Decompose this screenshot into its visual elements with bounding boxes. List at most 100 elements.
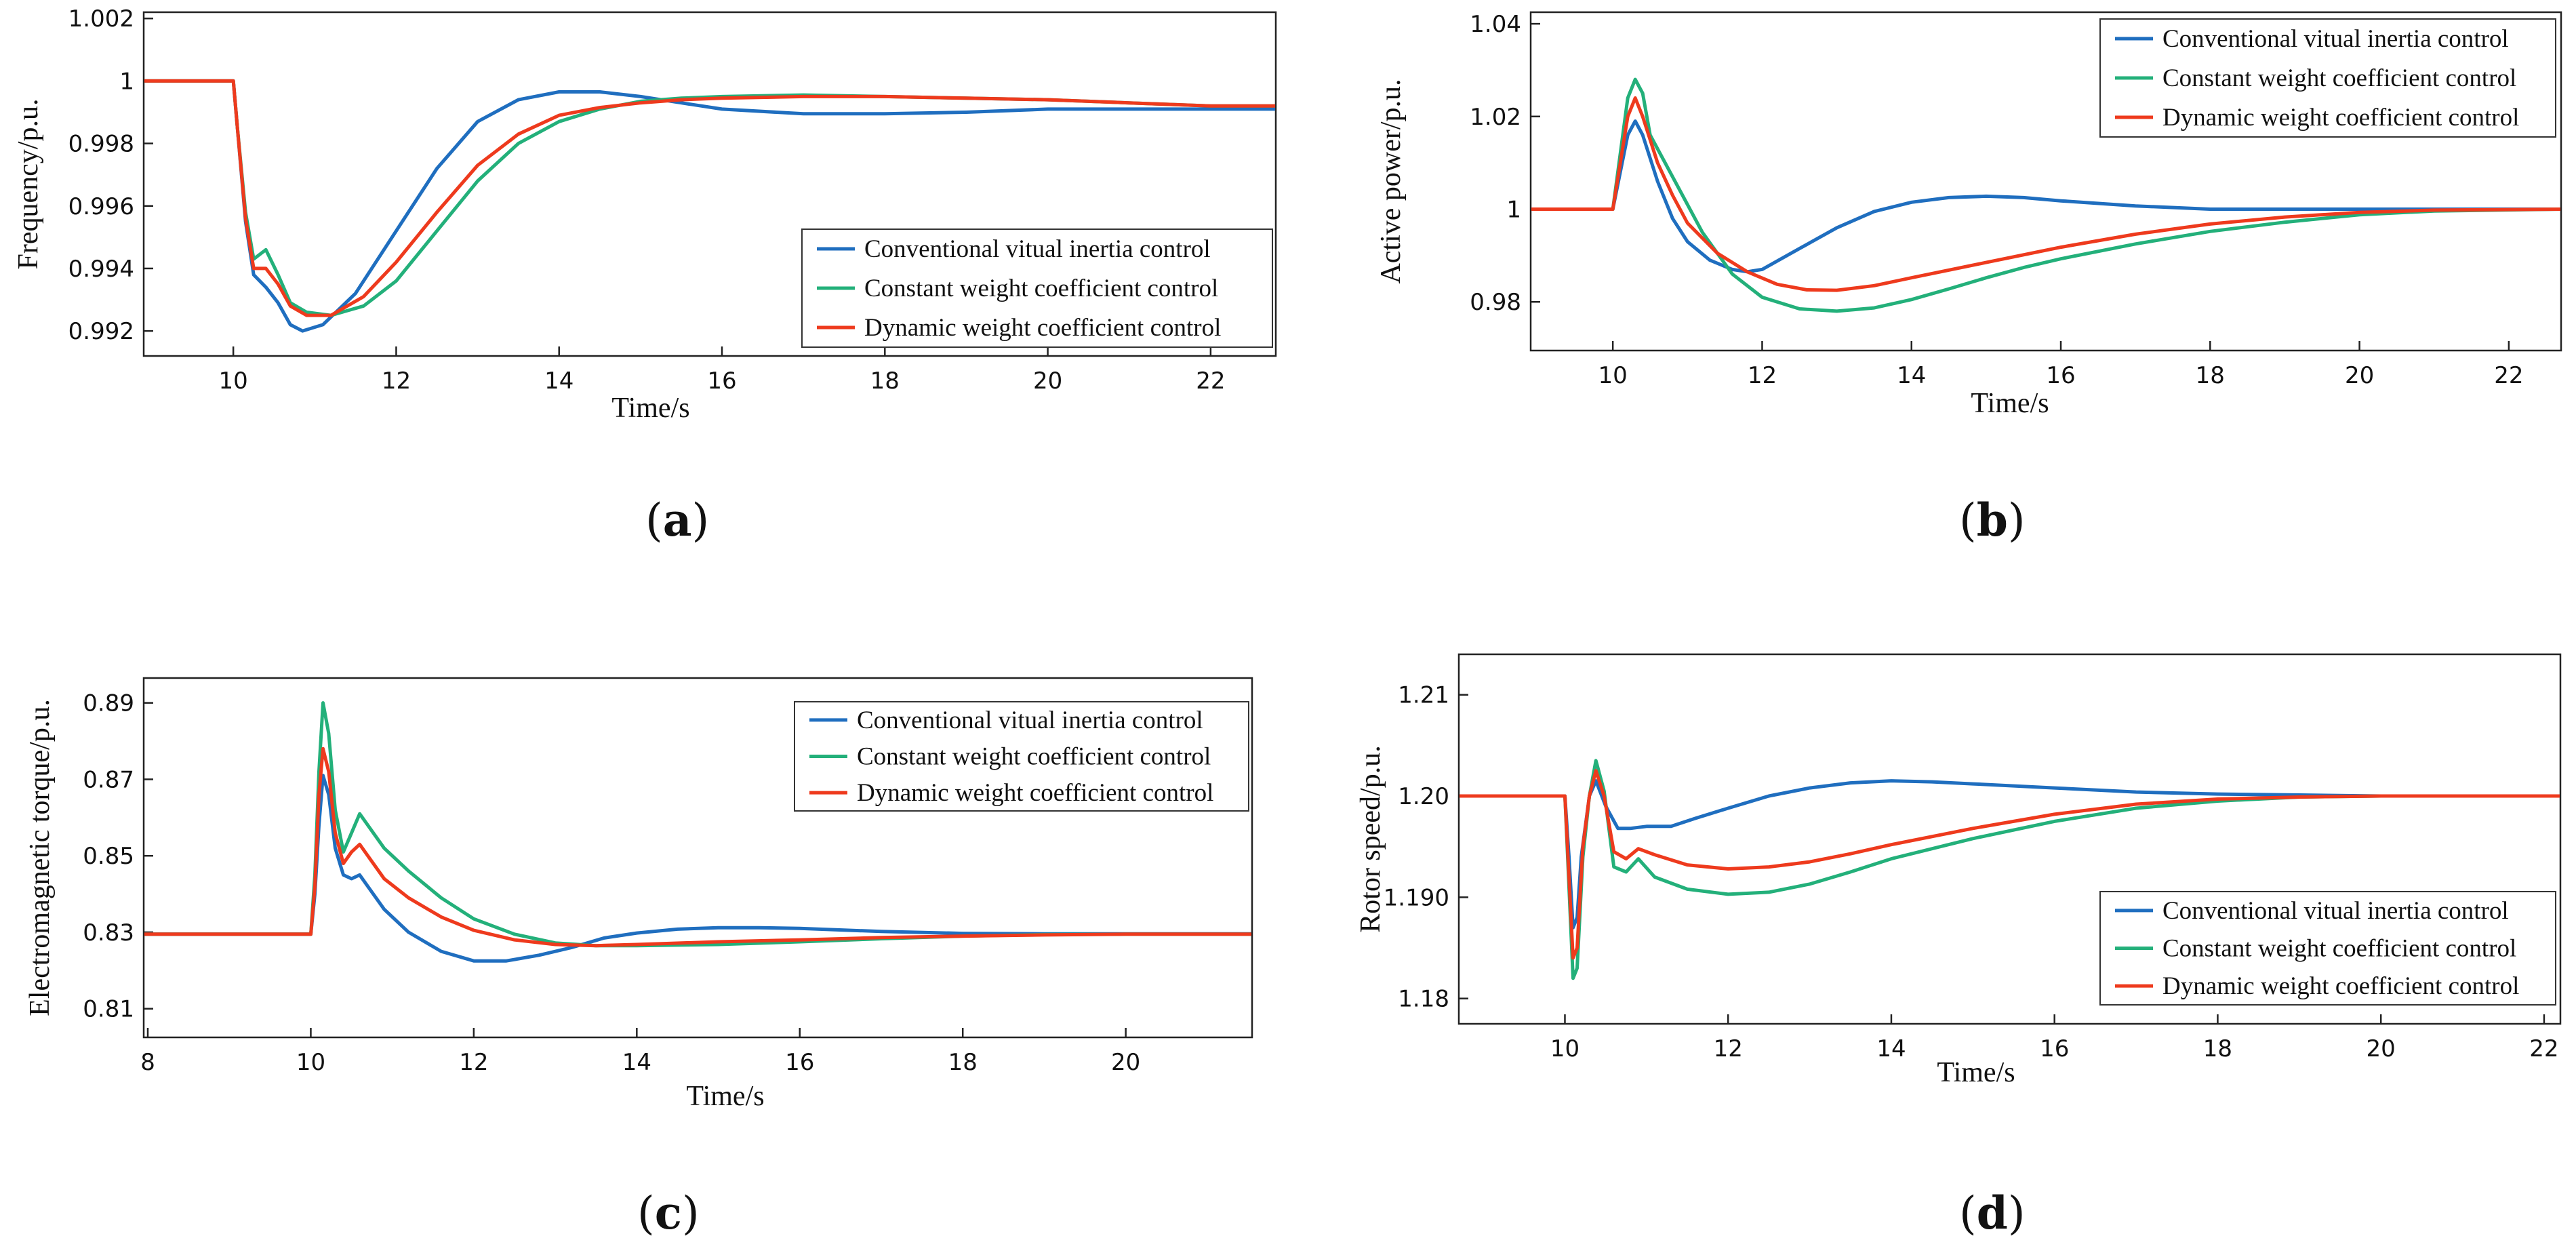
series-line-conventional	[144, 79, 1275, 333]
series-line-dynamic	[1460, 769, 2560, 960]
x-tick-label: 20	[1111, 1049, 1140, 1076]
x-tick-label: 12	[382, 367, 411, 395]
legend-entry: Conventional vitual inertia control	[2162, 25, 2509, 53]
chart-a: 10 12 14 16 18 20 22 0.992 0.994 0.996 0.998 1 1.002…	[13, 5, 1277, 546]
x-axis-label: Time/s	[1971, 388, 2049, 419]
x-axis-label: Time/s	[686, 1081, 764, 1112]
caption-part: d	[1977, 1187, 2008, 1239]
legend-entry: Conventional vitual inertia control	[864, 235, 1211, 263]
y-tick-label: 0.81	[83, 996, 134, 1023]
legend-entry: Constant weight coefficient control	[864, 275, 1218, 302]
x-tick-label: 20	[2367, 1035, 2396, 1062]
y-tick-label: 1.18	[1398, 986, 1449, 1013]
panel-caption: (a)	[645, 494, 709, 546]
y-tick-label: 0.89	[83, 690, 134, 717]
series-line-conventional	[144, 774, 1251, 963]
y-axis-label: Active power/p.u.	[1375, 79, 1407, 283]
caption-part: a	[663, 494, 692, 546]
y-tick-label: 1	[119, 68, 134, 95]
y-tick-label: 0.992	[68, 318, 134, 345]
legend-entry: Dynamic weight coefficient control	[2162, 972, 2519, 1000]
series-line-dynamic	[144, 79, 1275, 317]
x-tick-label: 10	[296, 1049, 325, 1076]
y-axis-label: Frequency/p.u.	[13, 99, 44, 270]
caption-part: )	[2008, 1187, 2026, 1239]
x-tick-label: 22	[2494, 362, 2523, 389]
chart-c: 8 10 12 14 16 18 20 0.81 0.83 0.85 0.87 0.89 Time/s E…	[24, 677, 1253, 1239]
x-tick-label: 14	[622, 1049, 651, 1076]
y-tick-label: 0.83	[83, 919, 134, 947]
x-tick-label: 8	[140, 1049, 155, 1076]
y-tick-label: 0.994	[68, 256, 134, 283]
x-tick-label: 10	[1598, 362, 1628, 389]
x-tick-label: 10	[1550, 1035, 1579, 1062]
legend-entry: Dynamic weight coefficient control	[857, 779, 1213, 807]
y-tick-label: 1.02	[1470, 104, 1521, 131]
y-tick-label: 1.21	[1398, 682, 1449, 709]
x-tick-label: 16	[707, 367, 736, 395]
x-tick-label: 12	[459, 1049, 488, 1076]
legend: Conventional vitual inertia control Const…	[801, 228, 1273, 348]
x-axis-label: Time/s	[1937, 1057, 2015, 1088]
y-tick-label: 0.996	[68, 193, 134, 220]
x-tick-label: 16	[2040, 1035, 2069, 1062]
y-tick-label: 1	[1506, 197, 1521, 224]
legend-box	[801, 228, 1273, 348]
y-tick-label: 0.87	[83, 766, 134, 793]
y-tick-label: 1.04	[1470, 11, 1521, 38]
panel-caption: (c)	[637, 1187, 700, 1239]
y-tick-label: 1.002	[68, 5, 134, 33]
series-line-constant	[1531, 77, 2560, 313]
x-tick-label: 14	[1897, 362, 1926, 389]
panel-caption: (d)	[1959, 1187, 2026, 1239]
x-tick-label: 16	[785, 1049, 814, 1076]
series-line-conventional	[1531, 119, 2560, 274]
x-tick-label: 22	[1196, 367, 1225, 395]
caption-part: b	[1977, 494, 2008, 546]
panel-caption: (b)	[1959, 494, 2026, 546]
x-tick-label: 18	[2196, 362, 2225, 389]
y-tick-label: 0.98	[1470, 289, 1521, 316]
legend-entry: Dynamic weight coefficient control	[2162, 104, 2519, 132]
series-line-dynamic	[1531, 96, 2560, 292]
y-tick-label: 0.998	[68, 131, 134, 158]
legend: Conventional vitual inertia control Const…	[2099, 891, 2556, 1006]
x-tick-label: 22	[2529, 1035, 2558, 1062]
legend-entry: Dynamic weight coefficient control	[864, 314, 1221, 342]
caption-part: c	[655, 1187, 682, 1239]
caption-part: (	[637, 1187, 655, 1239]
legend-box	[794, 701, 1249, 812]
chart-b: 10 12 14 16 18 20 22 0.98 1 1.02 1.04 Time/s Active …	[1375, 11, 2562, 546]
caption-part: (	[645, 494, 663, 546]
y-axis-label: Rotor speed/p.u.	[1355, 745, 1386, 932]
legend: Conventional vitual inertia control Const…	[794, 701, 1249, 812]
x-tick-label: 18	[948, 1049, 978, 1076]
y-tick-label: 1.190	[1384, 884, 1449, 911]
legend-box	[2099, 891, 2556, 1006]
x-tick-label: 16	[2046, 362, 2075, 389]
chart-d: 10 12 14 16 18 20 22 1.18 1.190 1.20 1.21 Time/s Rot…	[1355, 653, 2562, 1239]
legend-entry: Constant weight coefficient control	[2162, 935, 2516, 963]
legend-entry: Constant weight coefficient control	[857, 743, 1211, 771]
x-tick-label: 14	[544, 367, 573, 395]
x-axis-label: Time/s	[611, 393, 689, 424]
x-tick-label: 14	[1876, 1035, 1906, 1062]
x-tick-label: 18	[2203, 1035, 2232, 1062]
series-line-dynamic	[144, 747, 1251, 948]
y-tick-label: 1.20	[1398, 783, 1449, 810]
y-tick-label: 0.85	[83, 843, 134, 870]
caption-part: (	[1959, 494, 1977, 546]
x-tick-label: 10	[219, 367, 248, 395]
x-tick-label: 12	[1714, 1035, 1743, 1062]
x-tick-label: 20	[2345, 362, 2374, 389]
caption-part: )	[692, 494, 710, 546]
y-axis-label: Electromagnetic torque/p.u.	[24, 699, 56, 1016]
caption-part: )	[682, 1187, 700, 1239]
legend-entry: Conventional vitual inertia control	[857, 707, 1203, 734]
legend-entry: Conventional vitual inertia control	[2162, 897, 2509, 925]
legend: Conventional vitual inertia control Const…	[2099, 18, 2556, 138]
x-tick-label: 18	[870, 367, 900, 395]
legend-entry: Constant weight coefficient control	[2162, 64, 2516, 92]
x-tick-label: 20	[1033, 367, 1062, 395]
